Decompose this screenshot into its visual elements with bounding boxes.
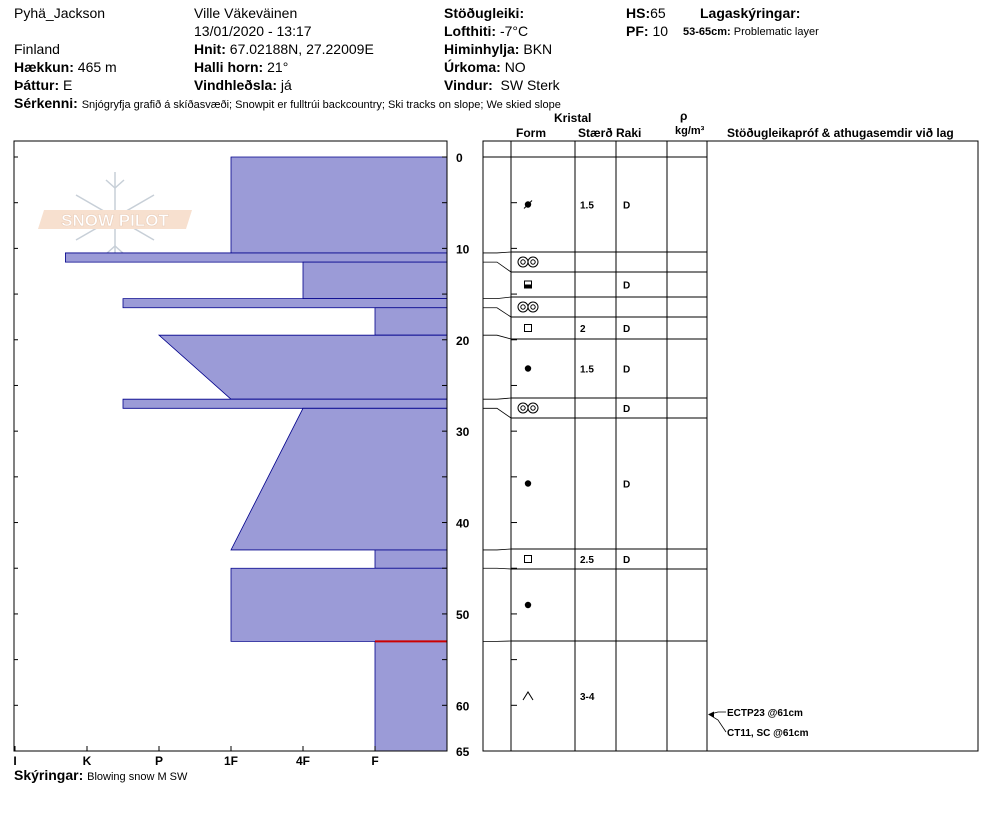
- y-tick-label: 0: [456, 151, 463, 165]
- y-tick-label: 60: [456, 699, 470, 713]
- crystal-form-icon: [522, 691, 534, 701]
- moisture-value: D: [623, 555, 630, 566]
- moisture-value: D: [623, 201, 630, 212]
- test-connector: [708, 714, 727, 733]
- x-tick-label: I: [13, 754, 16, 768]
- crystal-form-icon: [524, 601, 532, 609]
- crystal-form-icon: [524, 555, 532, 563]
- hardness-layer: [374, 640, 448, 752]
- hardness-layer: [157, 334, 448, 400]
- hardness-layer: [374, 307, 448, 336]
- snow-height: HS:65: [626, 5, 666, 21]
- coords: Hnit: 67.02188N, 27.22009E: [194, 41, 374, 57]
- moisture-value: D: [623, 480, 630, 491]
- density-symbol: ρ: [680, 109, 688, 123]
- hardness-layer: [122, 298, 448, 309]
- datetime: 13/01/2020 - 13:17: [194, 23, 312, 39]
- form-header: Form: [516, 126, 546, 140]
- y-tick-label: 10: [456, 242, 470, 256]
- x-tick-label: 4F: [296, 754, 310, 768]
- hardness-layer: [122, 398, 448, 409]
- x-tick-label: F: [371, 754, 378, 768]
- hardness-layer: [230, 156, 448, 254]
- x-tick-label: P: [155, 754, 163, 768]
- y-tick-label: 40: [456, 517, 470, 531]
- crystal-form-icon: [517, 301, 539, 313]
- hardness-layer: [302, 261, 448, 300]
- moisture-value: D: [623, 281, 630, 292]
- layer-notes: 53-65cm: Problematic layer: [683, 26, 819, 38]
- crystal-form-icon: [523, 200, 533, 209]
- moisture-value: D: [623, 365, 630, 376]
- wind-loading: Vindhleðsla: já: [194, 77, 292, 93]
- snowpilot-logo: SNOW PILOT: [38, 172, 192, 262]
- depth-connector: [483, 334, 512, 340]
- hardness-layer: [374, 549, 448, 569]
- penetration-foot: PF: 10: [626, 23, 669, 39]
- crystal-form-icon: [517, 256, 539, 268]
- crystal-size: 3-4: [580, 692, 595, 703]
- crystal-size: 1.5: [580, 365, 594, 376]
- tests-header: Stöðugleikapróf & athugasemdir við lag: [727, 126, 954, 140]
- hardness-layer: [230, 407, 448, 551]
- depth-connector: [483, 307, 512, 318]
- depth-connector: [483, 296, 512, 300]
- crystal-form-icon: [524, 280, 532, 289]
- x-tick-label: K: [83, 754, 92, 768]
- stability-test: ECTP23 @61cm: [727, 708, 803, 719]
- depth-connector: [483, 261, 512, 273]
- y-tick-label: 20: [456, 334, 470, 348]
- depth-connector: [483, 548, 512, 551]
- crystal-form-icon: [524, 324, 532, 332]
- depth-connector: [483, 407, 512, 419]
- y-tick-label: 50: [456, 608, 470, 622]
- svg-text:SNOW PILOT: SNOW PILOT: [61, 211, 169, 230]
- slope-angle: Halli horn: 21°: [194, 59, 289, 75]
- aspect: Þáttur: E: [14, 77, 73, 93]
- test-arrow-icon: [708, 711, 714, 718]
- depth-connector: [483, 397, 512, 400]
- precipitation: Úrkoma: NO: [444, 59, 526, 75]
- moisture-value: D: [623, 324, 630, 335]
- stability-test: CT11, SC @61cm: [727, 728, 809, 739]
- x-tick-label: 1F: [224, 754, 238, 768]
- notes: Skýringar: Blowing snow M SW: [14, 767, 188, 783]
- moisture-value: D: [623, 404, 630, 415]
- crystal-size: 2: [580, 324, 586, 335]
- crystal-form-icon: [524, 480, 532, 487]
- density-unit: kg/m³: [675, 125, 705, 137]
- y-tick-label: 65: [456, 745, 470, 759]
- layer-notes-label: Lagaskýringar:: [700, 5, 801, 21]
- crystal-form-icon: [517, 402, 539, 414]
- y-tick-label: 30: [456, 425, 470, 439]
- air-temperature: Lofthiti: -7°C: [444, 23, 529, 39]
- features: Sérkenni: Snjógryfja grafið á skíðasvæði…: [14, 95, 561, 111]
- size-header: Stærð: [578, 126, 613, 140]
- depth-connector: [483, 567, 512, 570]
- elevation: Hækkun: 465 m: [14, 59, 117, 75]
- layer-table: [482, 140, 979, 752]
- crystal-size: 2.5: [580, 555, 594, 566]
- sky-cover: Himinhylja: BKN: [444, 41, 553, 57]
- depth-connector: [483, 251, 512, 254]
- crystal-header: Kristal: [554, 111, 592, 125]
- hardness-layer: [230, 567, 448, 642]
- hardness-layer: [65, 252, 448, 263]
- moisture-header: Raki: [616, 126, 642, 140]
- crystal-size: 1.5: [580, 201, 594, 212]
- country: Finland: [14, 41, 60, 57]
- observer: Ville Väkeväinen: [194, 5, 298, 21]
- crystal-form-icon: [524, 365, 532, 372]
- wind: Vindur: SW Sterk: [444, 77, 560, 93]
- location: Pyhä_Jackson: [14, 5, 106, 21]
- stability: Stöðugleiki:: [444, 5, 525, 21]
